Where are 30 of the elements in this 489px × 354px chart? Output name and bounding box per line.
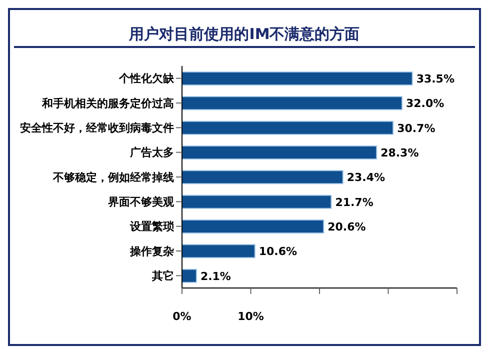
y-tick-label: 操作复杂	[129, 244, 174, 258]
bar	[182, 96, 402, 110]
data-label: 23.4%	[346, 171, 386, 184]
bar	[182, 268, 197, 283]
y-tick-label: 其它	[151, 270, 174, 283]
data-label: 33.5%	[416, 72, 454, 86]
bar	[182, 72, 413, 86]
y-tick-label: 设置繁琐	[129, 220, 174, 234]
x-tick-label: 0%	[172, 310, 192, 323]
chart-title: 用户对目前使用的IM不满意的方面	[129, 25, 360, 45]
data-label: 21.7%	[335, 196, 374, 209]
data-label: 20.6%	[328, 220, 366, 234]
y-tick-label: 安全性不好，经常收到病毒文件	[20, 122, 174, 135]
bar	[182, 146, 378, 160]
y-tick-label: 个性化欠缺	[118, 72, 175, 86]
data-label: 28.3%	[380, 146, 419, 160]
y-tick-label: 界面不够美观	[107, 196, 175, 209]
data-label: 10.6%	[258, 245, 298, 258]
y-tick-label: 不够稳定，例如经常掉线	[52, 170, 174, 184]
x-tick-label: 10%	[238, 310, 264, 323]
bar	[182, 244, 256, 258]
data-label: 32.0%	[406, 97, 444, 110]
bar	[182, 170, 344, 184]
bar	[182, 220, 324, 234]
y-tick-label: 和手机相关的服务定价过高	[41, 96, 174, 110]
y-tick-label: 广告太多	[129, 146, 174, 160]
bar	[182, 194, 332, 209]
data-label: 30.7%	[397, 122, 436, 135]
bar	[182, 120, 394, 135]
data-label: 2.1%	[200, 270, 231, 283]
